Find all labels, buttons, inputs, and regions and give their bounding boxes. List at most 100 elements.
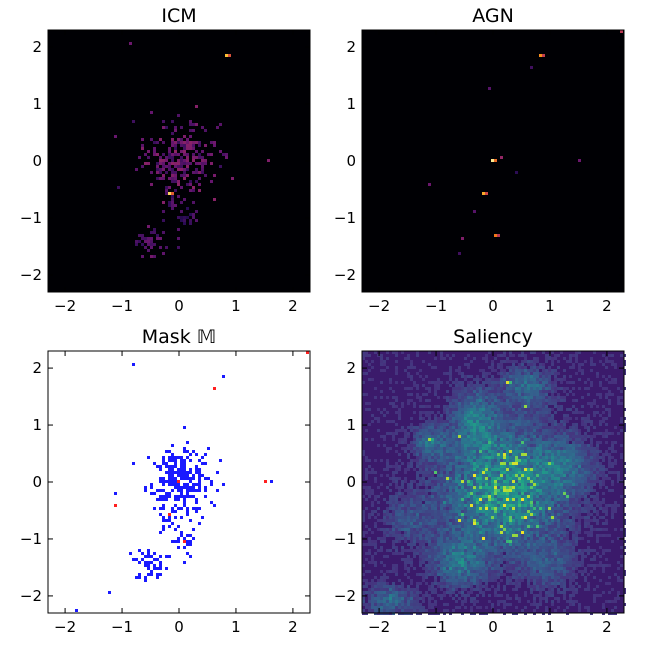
saliency-cell [485, 585, 488, 588]
saliency-cell [503, 351, 506, 354]
saliency-cell [533, 378, 536, 381]
saliency-cell [524, 411, 527, 414]
saliency-cell [422, 558, 425, 561]
saliency-cell [554, 378, 557, 381]
saliency-cell [410, 600, 413, 603]
saliency-cell [410, 417, 413, 420]
saliency-cell [503, 423, 506, 426]
saliency-cell [407, 606, 410, 609]
saliency-cell [440, 480, 443, 483]
cluster-cell [150, 255, 153, 258]
saliency-cell [446, 456, 449, 459]
saliency-cell [482, 387, 485, 390]
saliency-cell [536, 468, 539, 471]
saliency-cell [530, 465, 533, 468]
saliency-cell [527, 423, 530, 426]
saliency-cell [551, 477, 554, 480]
saliency-cell [365, 552, 368, 555]
saliency-cell [449, 492, 452, 495]
saliency-cell [479, 447, 482, 450]
saliency-cell [428, 597, 431, 600]
cluster-cell [168, 147, 171, 150]
saliency-cell [422, 504, 425, 507]
saliency-cell [506, 378, 509, 381]
saliency-cell [497, 471, 500, 474]
saliency-cell [470, 552, 473, 555]
saliency-cell [458, 471, 461, 474]
saliency-cell [545, 408, 548, 411]
saliency-cell [491, 417, 494, 420]
saliency-cell [509, 510, 512, 513]
saliency-cell [419, 375, 422, 378]
saliency-cell [488, 552, 491, 555]
saliency-cell [404, 606, 407, 609]
saliency-cell [530, 408, 533, 411]
saliency-cell [491, 429, 494, 432]
saliency-cell [524, 381, 527, 384]
cluster-cell [174, 471, 177, 474]
saliency-cell [431, 477, 434, 480]
saliency-cell [485, 522, 488, 525]
saliency-cell [521, 567, 524, 570]
saliency-cell [431, 423, 434, 426]
saliency-cell [539, 414, 542, 417]
saliency-cell [404, 609, 407, 612]
saliency-cell [545, 414, 548, 417]
saliency-cell [443, 591, 446, 594]
saliency-cell [536, 450, 539, 453]
saliency-cell [548, 471, 551, 474]
saliency-cell [416, 387, 419, 390]
saliency-cell [482, 477, 485, 480]
cluster-cell [141, 144, 144, 147]
saliency-cell [476, 462, 479, 465]
cluster-cell [198, 189, 201, 192]
saliency-cell [455, 450, 458, 453]
saliency-cell [437, 483, 440, 486]
saliency-cell [530, 519, 533, 522]
saliency-cell [419, 369, 422, 372]
saliency-cell [395, 600, 398, 603]
saliency-cell [437, 513, 440, 516]
saliency-cell [524, 537, 527, 540]
saliency-cell [476, 474, 479, 477]
cluster-cell [159, 498, 162, 501]
saliency-cell [431, 381, 434, 384]
saliency-cell [368, 609, 371, 612]
saliency-cell [536, 384, 539, 387]
saliency-cell [407, 528, 410, 531]
saliency-cell [440, 468, 443, 471]
saliency-cell [437, 507, 440, 510]
saliency-cell [386, 585, 389, 588]
cluster-cell [198, 474, 201, 477]
saliency-cell [542, 597, 545, 600]
saliency-cell [506, 474, 509, 477]
saliency-cell [446, 591, 449, 594]
saliency-cell [425, 471, 428, 474]
saliency-cell [518, 441, 521, 444]
y-tick-label: −1 [20, 530, 42, 548]
cluster-cell [210, 483, 213, 486]
saliency-cell [530, 459, 533, 462]
cluster-cell [168, 519, 171, 522]
saliency-cell [476, 453, 479, 456]
saliency-cell [467, 402, 470, 405]
saliency-cell [443, 447, 446, 450]
saliency-cell [458, 555, 461, 558]
saliency-cell [530, 591, 533, 594]
saliency-cell [410, 606, 413, 609]
saliency-cell [506, 456, 509, 459]
saliency-cell [503, 360, 506, 363]
saliency-cell [512, 417, 515, 420]
cluster-cell [165, 192, 168, 195]
saliency-cell [425, 546, 428, 549]
saliency-cell [368, 594, 371, 597]
saliency-cell [470, 579, 473, 582]
hotspot-cell [228, 54, 231, 57]
saliency-cell [476, 426, 479, 429]
saliency-cell [443, 582, 446, 585]
saliency-cell [479, 582, 482, 585]
saliency-cell [371, 540, 374, 543]
saliency-cell [425, 501, 428, 504]
saliency-cell [521, 438, 524, 441]
